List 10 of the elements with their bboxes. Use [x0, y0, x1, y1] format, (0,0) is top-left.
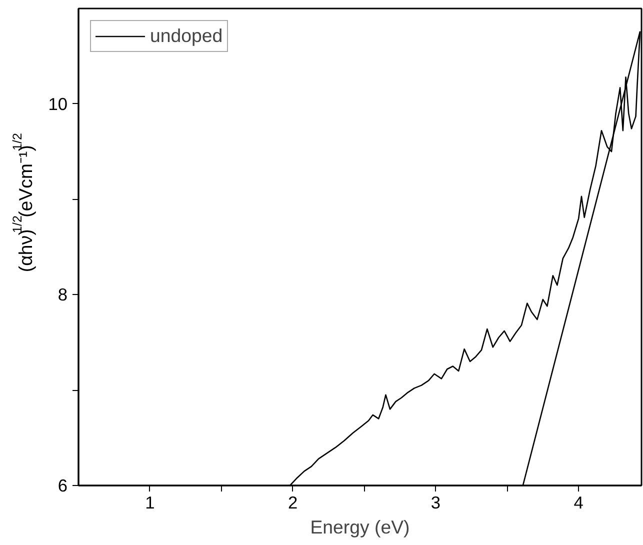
x-tick-label: 1 [145, 492, 155, 512]
x-axis-title: Energy (eV) [310, 516, 410, 538]
x-tick-label: 3 [430, 492, 441, 512]
y-axis-title: (αhν)1/2(eVcm⁻¹)1/2 [10, 132, 36, 272]
y-tick-label: 8 [58, 284, 68, 305]
y-tick-label: 6 [58, 476, 68, 496]
y-tick-label: 10 [48, 94, 68, 114]
legend-label: undoped [150, 25, 223, 47]
x-tick-label: 4 [574, 492, 584, 512]
x-tick-label: 2 [288, 492, 298, 512]
